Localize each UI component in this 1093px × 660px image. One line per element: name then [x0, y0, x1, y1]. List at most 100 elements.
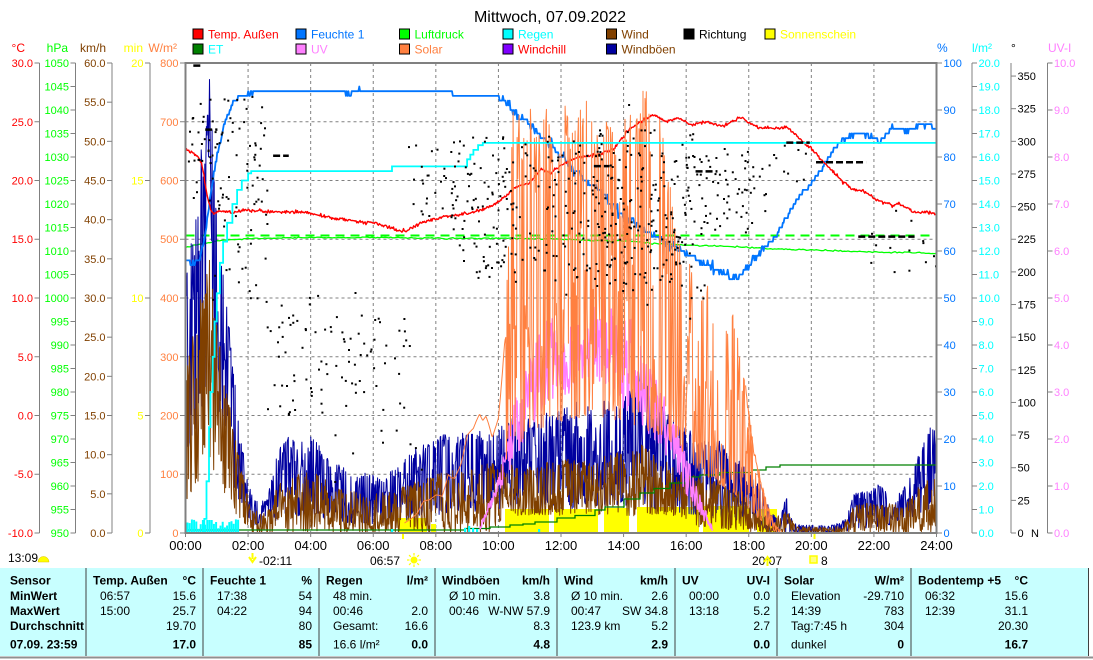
svg-text:UV: UV: [682, 574, 699, 588]
svg-text:980: 980: [51, 387, 69, 399]
svg-text:14:00: 14:00: [607, 538, 640, 553]
svg-text:20:00: 20:00: [795, 538, 828, 553]
svg-text:25.7: 25.7: [173, 604, 197, 618]
svg-text:10.0: 10.0: [979, 293, 1000, 305]
svg-text:04:22: 04:22: [217, 604, 247, 618]
svg-text:14.0: 14.0: [979, 199, 1000, 211]
svg-text:06:00: 06:00: [357, 538, 390, 553]
svg-text:5.0: 5.0: [18, 352, 33, 364]
svg-text:Tag:7:45 h: Tag:7:45 h: [791, 619, 847, 633]
svg-text:4.0: 4.0: [1054, 340, 1069, 352]
svg-text:125: 125: [1018, 365, 1036, 377]
svg-text:°C: °C: [12, 41, 26, 55]
svg-text:SW 34.8: SW 34.8: [622, 604, 668, 618]
svg-text:1015: 1015: [45, 223, 69, 235]
svg-text:Windböen: Windböen: [622, 43, 676, 57]
svg-text:1010: 1010: [45, 246, 69, 258]
svg-text:3.8: 3.8: [533, 589, 550, 603]
svg-text:°C: °C: [1015, 574, 1029, 588]
svg-text:Richtung: Richtung: [699, 28, 746, 42]
svg-text:°C: °C: [183, 574, 197, 588]
svg-text:2.7: 2.7: [753, 619, 770, 633]
svg-text:70: 70: [944, 199, 956, 211]
svg-text:1035: 1035: [45, 129, 69, 141]
svg-text:20.0: 20.0: [12, 176, 33, 188]
svg-text:20.0: 20.0: [84, 371, 105, 383]
svg-text:3.0: 3.0: [1054, 387, 1069, 399]
svg-text:4.0: 4.0: [979, 434, 994, 446]
svg-text:00:46: 00:46: [449, 604, 479, 618]
svg-text:200: 200: [160, 411, 178, 423]
svg-text:3.0: 3.0: [979, 458, 994, 470]
svg-text:40: 40: [944, 340, 956, 352]
svg-text:04:00: 04:00: [294, 538, 327, 553]
svg-text:06:57: 06:57: [370, 554, 400, 568]
svg-text:5.0: 5.0: [979, 411, 994, 423]
svg-text:9.0: 9.0: [979, 317, 994, 329]
svg-text:Ø 10 min.: Ø 10 min.: [449, 589, 501, 603]
svg-text:6.0: 6.0: [979, 387, 994, 399]
svg-text:8.0: 8.0: [979, 340, 994, 352]
svg-text:25: 25: [1018, 495, 1030, 507]
svg-text:15:00: 15:00: [100, 604, 130, 618]
svg-text:20.30: 20.30: [998, 619, 1028, 633]
svg-text:950: 950: [51, 528, 69, 540]
svg-text:8.0: 8.0: [1054, 152, 1069, 164]
svg-text:400: 400: [160, 293, 178, 305]
svg-text:6.0: 6.0: [1054, 246, 1069, 258]
svg-text:16.7: 16.7: [1005, 638, 1029, 652]
svg-text:0.0: 0.0: [1054, 528, 1069, 540]
svg-text:10.0: 10.0: [84, 450, 105, 462]
svg-text:80: 80: [944, 152, 956, 164]
svg-text:Temp. Außen: Temp. Außen: [208, 28, 279, 42]
svg-text:hPa: hPa: [47, 41, 69, 55]
svg-text:60: 60: [944, 246, 956, 258]
svg-text:45.0: 45.0: [84, 176, 105, 188]
svg-text:985: 985: [51, 364, 69, 376]
svg-text:175: 175: [1018, 300, 1036, 312]
svg-text:8.3: 8.3: [533, 619, 550, 633]
svg-text:85: 85: [299, 638, 313, 652]
svg-text:15.0: 15.0: [979, 176, 1000, 188]
svg-text:2.9: 2.9: [651, 638, 668, 652]
svg-text:5.0: 5.0: [90, 489, 105, 501]
svg-text:600: 600: [160, 176, 178, 188]
svg-text:990: 990: [51, 340, 69, 352]
svg-text:0: 0: [944, 528, 950, 540]
svg-text:150: 150: [1018, 332, 1036, 344]
svg-text:0.0: 0.0: [753, 589, 770, 603]
svg-text:11.0: 11.0: [979, 270, 1000, 282]
svg-text:22:00: 22:00: [858, 538, 891, 553]
svg-text:00:47: 00:47: [571, 604, 601, 618]
svg-text:1005: 1005: [45, 270, 69, 282]
svg-text:783: 783: [884, 604, 904, 618]
svg-text:16.6 l/m²: 16.6 l/m²: [333, 638, 380, 652]
svg-text:W/m²: W/m²: [148, 41, 177, 55]
svg-text:30.0: 30.0: [84, 293, 105, 305]
svg-text:16.6: 16.6: [405, 619, 429, 633]
svg-text:1030: 1030: [45, 152, 69, 164]
svg-text:Sensor: Sensor: [10, 574, 51, 588]
svg-text:17.0: 17.0: [979, 129, 1000, 141]
svg-text:15: 15: [131, 176, 143, 188]
svg-text:2.0: 2.0: [979, 481, 994, 493]
svg-text:25.0: 25.0: [12, 117, 33, 129]
svg-text:20: 20: [944, 434, 956, 446]
svg-text:Regen: Regen: [518, 28, 553, 42]
svg-text:Durchschnitt: Durchschnitt: [10, 619, 84, 633]
svg-text:30: 30: [944, 387, 956, 399]
svg-text:19.0: 19.0: [979, 82, 1000, 94]
svg-text:2.6: 2.6: [651, 589, 668, 603]
svg-text:Temp. Außen: Temp. Außen: [93, 574, 168, 588]
svg-text:0: 0: [897, 638, 904, 652]
svg-text:W/m²: W/m²: [875, 574, 904, 588]
svg-text:1020: 1020: [45, 199, 69, 211]
svg-text:80: 80: [299, 619, 313, 633]
svg-text:100: 100: [944, 58, 962, 70]
svg-text:90: 90: [944, 105, 956, 117]
svg-text:7.0: 7.0: [1054, 199, 1069, 211]
svg-text:2.0: 2.0: [1054, 434, 1069, 446]
svg-text:350: 350: [1018, 71, 1036, 83]
svg-text:00:00: 00:00: [169, 538, 202, 553]
svg-text:50: 50: [1018, 463, 1030, 475]
